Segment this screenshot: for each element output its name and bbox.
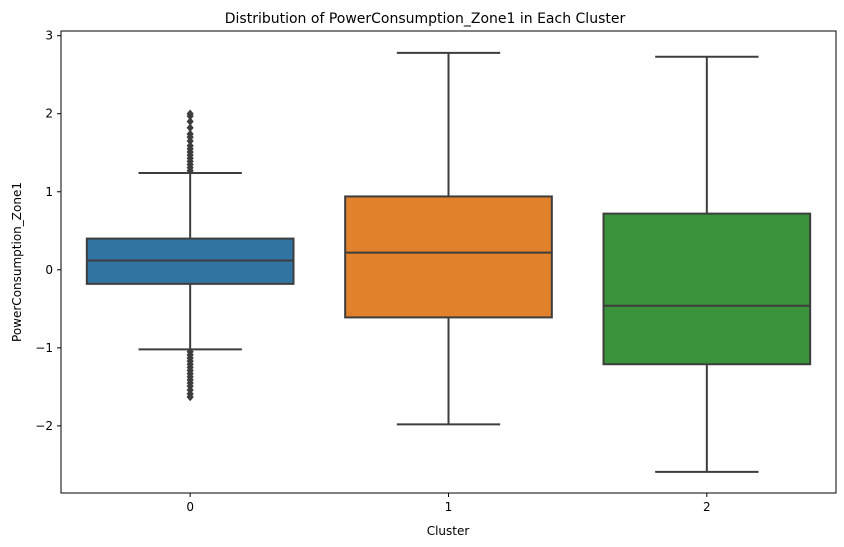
x-axis-label: Cluster xyxy=(427,524,470,538)
outlier-point-0-13 xyxy=(186,117,194,126)
outlier-point-0-15 xyxy=(186,109,194,118)
y-tick-label-3: 3 xyxy=(45,29,53,43)
outlier-point-0-12 xyxy=(186,123,194,132)
y-tick-label-2: 2 xyxy=(45,107,53,121)
x-tick-label-2: 2 xyxy=(703,500,711,514)
x-tick-label-1: 1 xyxy=(445,500,453,514)
y-axis-label: PowerConsumption_Zone1 xyxy=(10,182,24,342)
outlier-point-0-30 xyxy=(186,392,194,402)
outlier-point-0-11 xyxy=(186,129,194,139)
y-tick-label-1: 1 xyxy=(45,185,53,199)
plot-frame xyxy=(60,30,837,494)
box-2 xyxy=(602,212,812,366)
outlier-point-0-8 xyxy=(186,141,194,150)
box-1 xyxy=(344,195,553,319)
y-tick-label-0: 0 xyxy=(45,263,53,277)
chart-title: Distribution of PowerConsumption_Zone1 i… xyxy=(225,11,626,27)
plot-area: 0 1 2 −2 −1 0 1 2 3 xyxy=(35,29,837,514)
y-tick-label--1: −1 xyxy=(35,341,53,355)
x-tick-label-0: 0 xyxy=(186,500,194,514)
y-tick-label--2: −2 xyxy=(35,419,53,433)
